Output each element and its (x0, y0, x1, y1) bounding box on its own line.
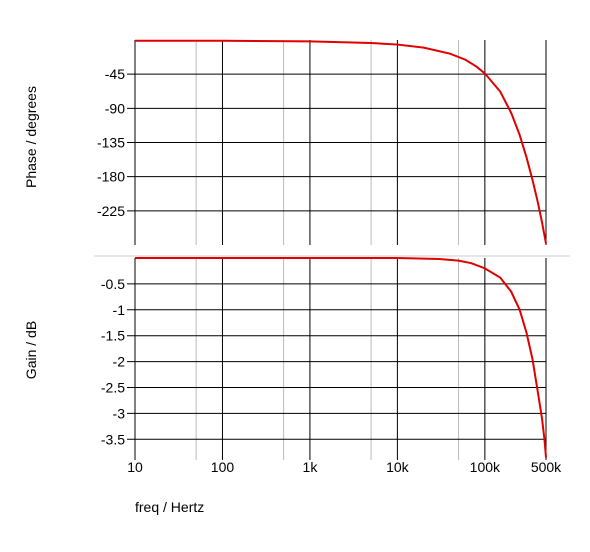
x-tick-label: 1k (303, 459, 319, 475)
gain-y-axis-title: Gain / dB (23, 321, 39, 379)
y-tick-label: -2 (113, 354, 126, 370)
y-tick-label: -135 (97, 135, 125, 151)
x-tick-label: 10 (127, 459, 143, 475)
phase-panel: -45 -90 -135 -180 -225 Phase / degrees (23, 39, 547, 245)
x-tick-label: 10k (386, 459, 410, 475)
gain-panel: -0.5 -1 -1.5 -2 -2.5 -3 -3.5 10 100 1k 10k 100k 500… (23, 257, 562, 515)
y-tick-label: -1.5 (101, 328, 125, 344)
phase-gridlines (127, 40, 547, 245)
phase-y-axis-title: Phase / degrees (23, 86, 39, 188)
gain-gridlines (127, 258, 547, 460)
x-tick-label: 500k (531, 459, 562, 475)
y-tick-label: -180 (97, 169, 125, 185)
y-tick-label: -3.5 (101, 431, 125, 447)
x-axis-title: freq / Hertz (135, 499, 204, 515)
y-tick-label: -225 (97, 203, 125, 219)
y-tick-label: -45 (105, 66, 125, 82)
y-tick-label: -0.5 (101, 276, 125, 292)
y-tick-label: -2.5 (101, 379, 125, 395)
x-tick-label: 100 (211, 459, 235, 475)
x-tick-labels: 10 100 1k 10k 100k 500k (127, 459, 562, 475)
phase-series-line (135, 39, 547, 244)
x-tick-label: 100k (470, 459, 501, 475)
gain-y-tick-labels: -0.5 -1 -1.5 -2 -2.5 -3 -3.5 (101, 276, 125, 447)
gain-series-line (135, 257, 547, 458)
y-tick-label: -3 (113, 405, 126, 421)
y-tick-label: -1 (113, 302, 126, 318)
y-tick-label: -90 (105, 100, 125, 116)
phase-y-tick-labels: -45 -90 -135 -180 -225 (97, 66, 125, 219)
